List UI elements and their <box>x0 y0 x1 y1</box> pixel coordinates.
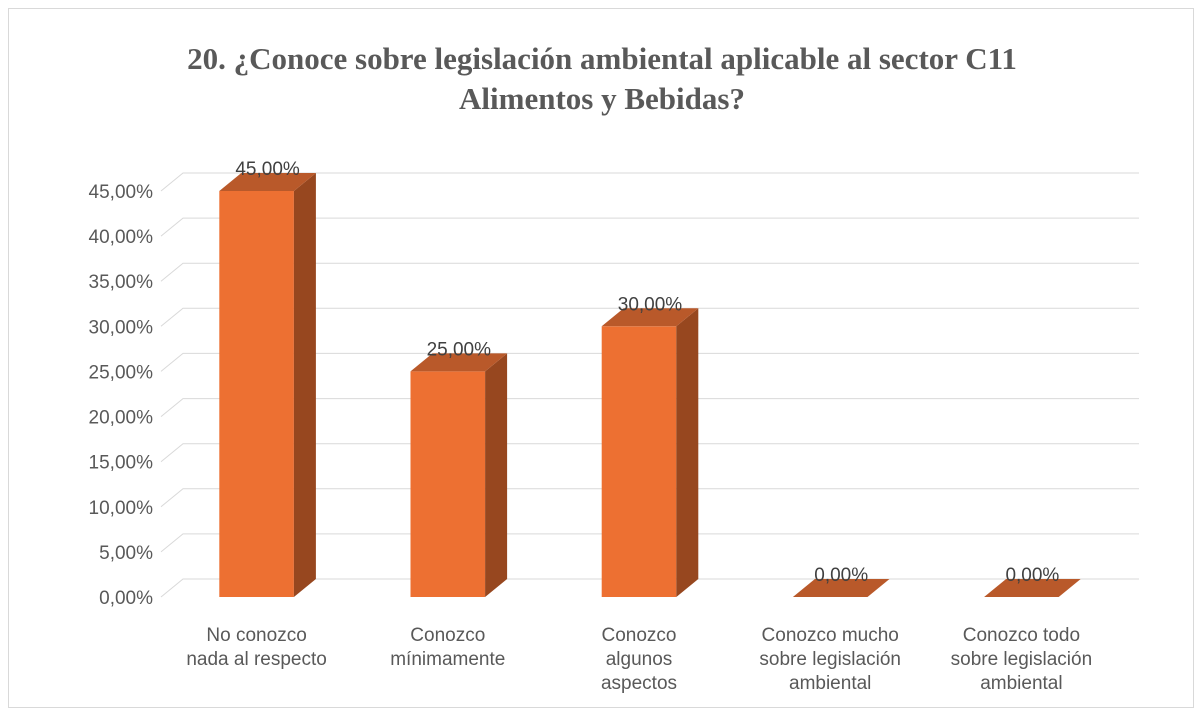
y-tick-label: 30,00% <box>89 317 154 338</box>
category-label-line: Conozco <box>410 625 485 646</box>
data-label: 30,00% <box>618 294 683 315</box>
category-label-line: sobre legislación <box>951 649 1093 670</box>
bar-top <box>792 579 890 597</box>
bar-chart: 0,00% 5,00% 10,00% 15,00% 20,00% 25,00% 30,00%… <box>89 159 1139 694</box>
y-tick-label: 45,00% <box>89 182 154 203</box>
bar <box>601 308 699 597</box>
bar <box>792 579 890 597</box>
category-label: Conozco algunos aspectos <box>601 625 677 694</box>
category-label-line: nada al respecto <box>186 649 327 670</box>
category-label-line: algunos <box>606 649 673 670</box>
bar-front <box>219 191 294 597</box>
category-label-line: Conozco todo <box>963 625 1080 646</box>
bar <box>984 579 1081 597</box>
y-tick-label: 35,00% <box>89 272 154 293</box>
category-label-line: aspectos <box>601 673 677 694</box>
chart-frame: 20. ¿Conoce sobre legislación ambiental … <box>8 8 1194 708</box>
bar-front <box>410 371 486 597</box>
gridline <box>160 307 1139 327</box>
category-label: No conozco nada al respecto <box>186 625 327 670</box>
gridline <box>160 488 1139 508</box>
gridline <box>160 398 1139 417</box>
category-label-line: No conozco <box>206 625 306 646</box>
gridline <box>160 262 1139 282</box>
chart-title: 20. ¿Conoce sobre legislación ambiental … <box>9 39 1195 119</box>
bar-top <box>601 308 699 327</box>
data-label: 45,00% <box>235 159 300 180</box>
category-label: Conozco mucho sobre legislación ambiental <box>759 625 901 694</box>
y-tick-label: 10,00% <box>89 498 154 519</box>
data-label: 25,00% <box>427 339 492 360</box>
bars <box>219 173 1081 597</box>
y-tick-label: 40,00% <box>89 227 154 248</box>
y-tick-label: 15,00% <box>89 453 154 474</box>
gridline <box>160 533 1139 553</box>
bar-front <box>601 326 677 597</box>
category-label-line: ambiental <box>789 673 871 694</box>
category-label-line: Conozco mucho <box>762 625 899 646</box>
gridline <box>160 172 1139 192</box>
category-label-line: ambiental <box>980 673 1062 694</box>
category-label: Conozco todo sobre legislación ambiental <box>951 625 1093 694</box>
gridline <box>160 217 1139 237</box>
bar <box>410 353 508 597</box>
y-tick-label: 0,00% <box>99 588 153 609</box>
gridline <box>160 352 1139 372</box>
bar-top <box>410 353 508 372</box>
bar-top <box>219 173 316 191</box>
category-label-line: Conozco <box>602 625 677 646</box>
category-label-line: mínimamente <box>390 649 505 670</box>
y-tick-label: 25,00% <box>89 362 154 383</box>
chart-title-line-2: Alimentos y Bebidas? <box>459 81 745 116</box>
gridline <box>160 443 1139 463</box>
bar-top <box>984 579 1081 597</box>
bar <box>219 173 316 597</box>
bar-side <box>676 308 699 597</box>
chart-title-line-1: 20. ¿Conoce sobre legislación ambiental … <box>187 41 1017 76</box>
data-label: 0,00% <box>814 565 868 586</box>
y-tick-label: 20,00% <box>89 408 154 429</box>
bar-side <box>485 353 508 597</box>
bar-side <box>293 173 316 597</box>
category-label-line: sobre legislación <box>759 649 901 670</box>
gridlines <box>160 172 1139 598</box>
data-label: 0,00% <box>1005 565 1059 586</box>
category-label: Conozco mínimamente <box>390 625 505 670</box>
y-tick-label: 5,00% <box>99 543 153 564</box>
